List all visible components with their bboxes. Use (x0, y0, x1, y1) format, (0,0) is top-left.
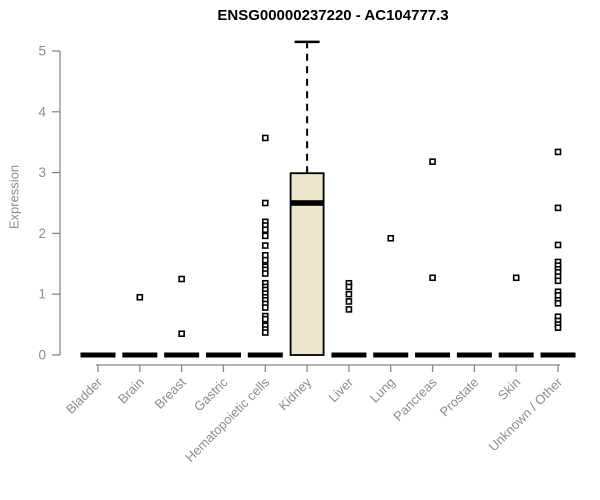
outlier-point (554, 324, 562, 331)
outlier-point (178, 275, 185, 283)
collapsed-box (247, 352, 283, 358)
outlier-point (554, 148, 562, 156)
y-tick-label: 1 (38, 287, 46, 302)
outlier-point (429, 158, 436, 165)
outlier-point (261, 270, 269, 277)
outlier-point (345, 283, 353, 291)
outlier-point (261, 226, 269, 234)
x-tick-label: Gastric (191, 374, 231, 414)
x-tick-label: Unknown / Other (486, 374, 566, 454)
collapsed-box (205, 352, 241, 358)
collapsed-box (498, 352, 534, 358)
collapsed-box (540, 352, 576, 358)
outlier-point (136, 293, 144, 301)
outlier-point (178, 330, 185, 338)
outlier-point (387, 234, 395, 242)
outlier-point (554, 241, 562, 249)
outlier-point (261, 242, 269, 249)
y-tick-label: 5 (38, 44, 46, 59)
outlier-point (554, 277, 562, 285)
median-line (290, 200, 324, 206)
x-tick-label: Skin (495, 375, 523, 403)
outlier-point (261, 199, 269, 207)
chart-title: ENSG00000237220 - AC104777.3 (217, 7, 449, 24)
outlier-point (429, 274, 436, 282)
outlier-point (261, 256, 269, 264)
outlier-point (261, 134, 269, 142)
outlier-point (554, 204, 562, 212)
collapsed-box (373, 352, 409, 358)
x-tick-label: Breast (152, 374, 189, 411)
y-tick-label: 3 (38, 165, 46, 180)
x-tick-label: Brain (115, 375, 147, 407)
collapsed-box (80, 352, 116, 358)
outlier-point (345, 306, 353, 313)
outlier-point (554, 300, 562, 307)
y-tick-label: 0 (38, 348, 46, 363)
outlier-point (261, 232, 269, 240)
x-tick-label: Lung (367, 375, 398, 406)
collapsed-box (415, 352, 451, 358)
collapsed-box (164, 352, 200, 358)
y-tick-label: 4 (38, 104, 46, 119)
collapsed-box (122, 352, 158, 358)
outlier-point (261, 304, 269, 311)
x-tick-label: Kidney (276, 374, 315, 413)
outlier-point (345, 298, 353, 305)
x-tick-label: Prostate (437, 375, 482, 420)
outlier-point (345, 290, 353, 298)
y-tick-label: 2 (38, 226, 46, 241)
outlier-point (512, 274, 520, 282)
x-tick-label: Pancreas (390, 374, 440, 424)
outlier-point (261, 315, 269, 323)
x-tick-label: Liver (326, 374, 357, 405)
collapsed-box (331, 352, 367, 358)
outlier-point (261, 329, 269, 336)
x-tick-label: Bladder (63, 374, 106, 417)
collapsed-box (456, 352, 492, 358)
